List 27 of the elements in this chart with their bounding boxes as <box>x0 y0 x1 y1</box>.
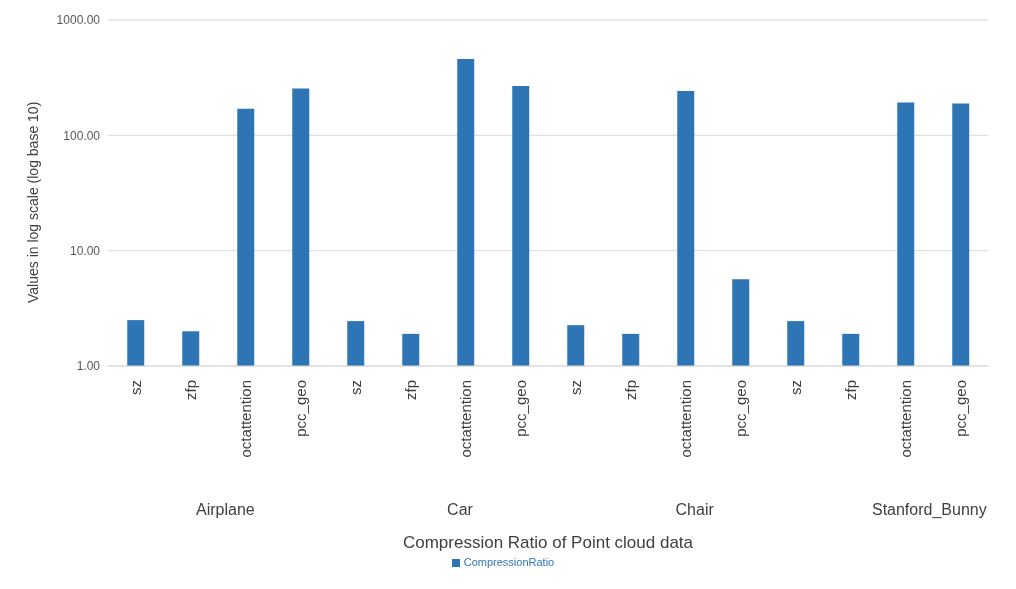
text: Stanford_Bunny <box>871 501 987 520</box>
x-tick-label: pcc_geo <box>512 380 529 437</box>
x-tick-label: octattention <box>237 380 254 458</box>
y-axis-title: Values in log scale (log base 10) <box>24 101 41 303</box>
text: Airplane <box>195 501 255 519</box>
x-tick-label: sz <box>127 380 144 395</box>
x-tick-label: pcc_geo <box>952 380 969 437</box>
legend-label: CompressionRatio <box>463 556 555 568</box>
x-tick-label: zfp <box>402 380 419 401</box>
y-tick-label: 1000.00 <box>56 13 101 28</box>
x-tick-label: sz <box>567 380 584 395</box>
text: Chair <box>675 501 715 519</box>
x-tick-label: zfp <box>182 380 199 401</box>
x-tick-label: octattention <box>457 380 474 458</box>
y-tick-label: 100.00 <box>63 128 101 143</box>
x-tick-label: octattention <box>897 380 914 458</box>
x-tick-label: octattention <box>677 380 694 458</box>
x-tick-label: pcc_geo <box>292 380 309 437</box>
x-tick-label: pcc_geo <box>732 380 749 437</box>
x-axis-title: Compression Ratio of Point cloud data <box>402 533 694 552</box>
y-tick-label: 10.00 <box>69 243 101 258</box>
x-tick-label: zfp <box>842 380 859 401</box>
text: Car <box>447 501 474 519</box>
y-tick-label: 1.00 <box>76 359 101 374</box>
x-tick-label: sz <box>347 380 364 395</box>
x-tick-label: zfp <box>622 380 639 401</box>
x-tick-label: sz <box>787 380 804 395</box>
